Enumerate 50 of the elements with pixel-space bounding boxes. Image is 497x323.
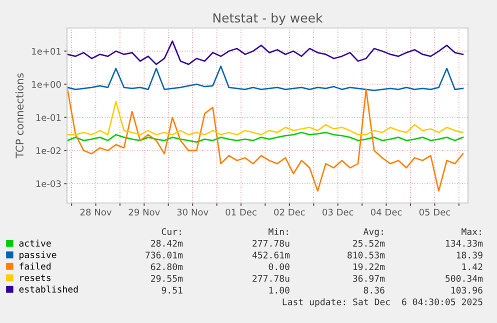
- text: Avg:: [363, 228, 383, 237]
- legend-label: failed: [20, 262, 51, 270]
- line-series: [67, 132, 464, 143]
- text: 810.53m: [348, 252, 385, 258]
- line-series: [67, 66, 464, 92]
- text: 277.78u: [252, 275, 290, 282]
- text: 0.00: [268, 263, 290, 270]
- text: 62.80m: [150, 263, 183, 270]
- x-tick-label: 04 Dec: [370, 208, 402, 216]
- text: Min:: [268, 228, 288, 235]
- text: 28.42m: [151, 240, 183, 247]
- legend-label: active: [19, 240, 51, 247]
- text: 736.01m: [146, 252, 183, 258]
- text: 277.78u: [252, 240, 290, 247]
- text: 103.96: [451, 286, 482, 294]
- legend-label: passive: [20, 251, 56, 260]
- text: 19.22m: [353, 263, 385, 270]
- x-tick-label: 03 Dec: [322, 208, 354, 216]
- y-tick-label: 1e-01: [36, 114, 61, 121]
- text: Max:: [462, 228, 481, 236]
- text: 8.36: [364, 286, 384, 294]
- text: 18.39: [456, 252, 482, 258]
- x-tick-label: 29 Nov: [128, 208, 160, 216]
- line-series: [67, 40, 464, 66]
- x-tick-label: 02 Dec: [274, 208, 305, 216]
- legend-label: resets: [20, 274, 50, 282]
- y-tick-label: 1e-03: [36, 180, 61, 188]
- text: 25.52m: [353, 240, 385, 247]
- text: 500.34m: [446, 275, 483, 282]
- x-tick-label: 01 Dec: [226, 208, 256, 216]
- x-tick-label: 05 Dec: [419, 208, 450, 216]
- text: Last update: Sat Dec 6 04:30:05 2025: [282, 298, 482, 308]
- text: 1.00: [269, 286, 290, 294]
- chart-title: Netstat - by week: [213, 12, 323, 26]
- text: 36.97m: [352, 275, 385, 282]
- y-tick-label: 1e+01: [32, 48, 61, 55]
- text: 9.51: [162, 286, 182, 294]
- text: 452.61m: [252, 252, 290, 258]
- y-tick-label: 1e+00: [32, 81, 61, 88]
- x-tick-label: 28 Nov: [80, 208, 112, 216]
- y-tick-label: 1e-02: [36, 147, 61, 154]
- legend-label: established: [19, 286, 78, 293]
- x-tick-label: 30 Nov: [177, 208, 208, 216]
- y-axis-title: TCP connections: [15, 73, 24, 158]
- text: 1.42: [462, 263, 482, 270]
- text: 29.55m: [151, 275, 183, 282]
- text: 134.33m: [446, 240, 483, 247]
- text: Cur:: [162, 228, 181, 236]
- line-series: [67, 100, 464, 136]
- line-series: [67, 88, 464, 192]
